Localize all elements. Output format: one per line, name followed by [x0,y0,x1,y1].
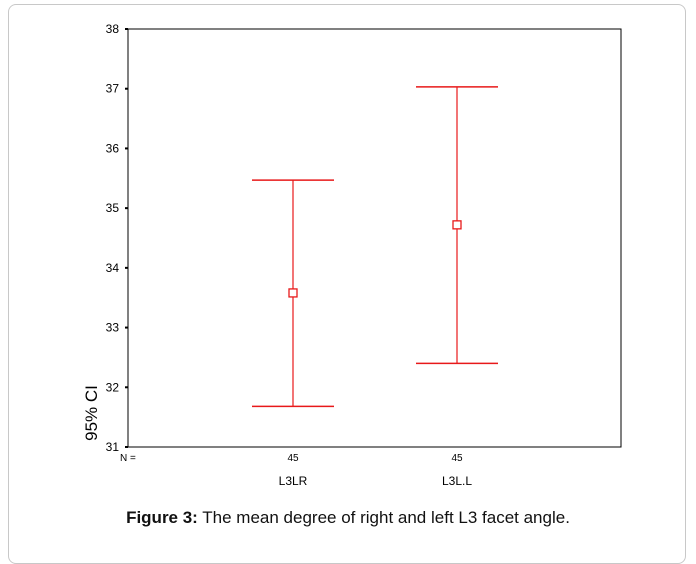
caption-text: The mean degree of right and left L3 fac… [202,508,570,527]
x-category-label-L3LR: L3LR [279,474,308,488]
error-bar-L3L.L [416,86,498,365]
n-value-L3L.L: 45 [451,453,463,464]
n-value-L3LR: 45 [287,453,299,464]
figure-caption: Figure 3: The mean degree of right and l… [0,508,696,528]
y-tick-label-36: 36 [106,141,120,155]
y-axis: 31 32 33 34 35 36 37 38 [106,22,128,454]
error-bar-chart: 31 32 33 34 35 36 37 38 45 L3LR 45 L3L.L 95% CI N … [82,22,622,488]
mean-marker [452,220,462,230]
caption-label: Figure 3: [126,508,198,527]
x-axis: 45 L3LR 45 L3L.L [279,453,473,488]
y-axis-label: 95% CI [82,385,101,441]
y-tick-label-31: 31 [106,440,120,454]
plot-area [127,28,622,448]
error-bar-L3LR [252,179,334,408]
chart-marks [252,86,498,408]
y-tick-label-37: 37 [106,82,120,96]
n-label: N = [120,453,136,464]
y-tick-label-32: 32 [106,380,120,394]
mean-marker [288,288,298,298]
y-tick-label-38: 38 [106,22,120,36]
y-tick-label-35: 35 [106,201,120,215]
y-tick-label-33: 33 [106,321,120,335]
y-tick-label-34: 34 [106,261,120,275]
x-category-label-L3L.L: L3L.L [442,474,472,488]
